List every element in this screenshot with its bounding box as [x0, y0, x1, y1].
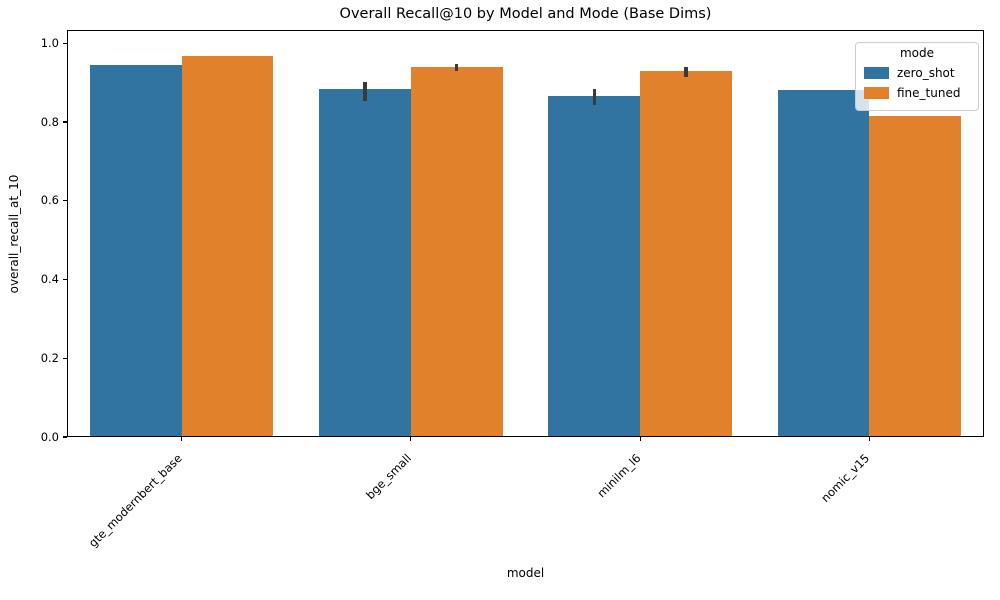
errorbar-fine_tuned-minilm_l6: [684, 66, 688, 78]
bar-fine_tuned-bge_small: [410, 67, 503, 437]
bar-zero_shot-nomic_v15: [777, 89, 870, 437]
xtick-mark-nomic_v15: [868, 437, 870, 441]
ytick-label-0.8: 0.8: [40, 114, 59, 129]
xtick-label-nomic_v15: nomic_v15: [818, 451, 873, 505]
xtick-label-minilm_l6: minilm_l6: [593, 451, 644, 501]
ytick-mark-0.2: [63, 357, 67, 359]
ytick-label-0.4: 0.4: [40, 272, 59, 286]
legend-label-zero-shot: zero_shot: [897, 66, 955, 80]
x-axis-label: model: [506, 566, 545, 580]
bar-fine_tuned-gte_modernbert_base: [181, 55, 274, 437]
errorbar-zero_shot-bge_small: [363, 81, 367, 102]
bar-zero_shot-gte_modernbert_base: [89, 65, 182, 437]
xtick-mark-minilm_l6: [639, 437, 641, 441]
legend-swatch-zero-shot: [864, 67, 889, 79]
ytick-mark-0.0: [63, 436, 67, 438]
errorbar-fine_tuned-bge_small: [454, 63, 459, 71]
bar-fine_tuned-minilm_l6: [640, 70, 732, 437]
xtick-mark-gte_modernbert_base: [181, 437, 183, 441]
legend-item-fine-tuned: fine_tuned: [856, 83, 978, 103]
bar-zero_shot-bge_small: [319, 89, 411, 437]
chart-title: Overall Recall@10 by Model and Mode (Bas…: [339, 6, 712, 22]
ytick-label-1.0: 1.0: [40, 35, 59, 50]
legend-label-fine-tuned: fine_tuned: [897, 86, 961, 100]
legend-swatch-fine-tuned: [864, 87, 889, 99]
ytick-label-0.2: 0.2: [40, 350, 59, 365]
ytick-label-0.6: 0.6: [40, 193, 59, 208]
ytick-label-0.0: 0.0: [40, 429, 59, 444]
legend-item-zero-shot: zero_shot: [856, 63, 978, 83]
bar-zero_shot-minilm_l6: [548, 96, 641, 437]
errorbar-zero_shot-minilm_l6: [592, 88, 597, 106]
xtick-mark-bge_small: [410, 437, 412, 441]
ytick-mark-1.0: [63, 42, 67, 44]
xtick-label-bge_small: bge_small: [362, 451, 414, 503]
ytick-mark-0.4: [63, 278, 67, 281]
legend-title: mode: [899, 46, 935, 60]
ytick-mark-0.8: [63, 121, 67, 123]
legend: mode zero_shot fine_tuned: [855, 42, 979, 111]
ytick-mark-0.6: [63, 200, 67, 202]
xtick-label-gte_modernbert_base: gte_modernbert_base: [85, 451, 185, 550]
bar-fine_tuned-nomic_v15: [869, 116, 962, 437]
